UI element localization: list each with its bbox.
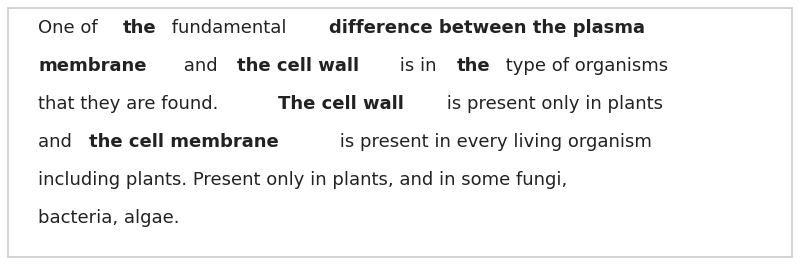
Text: is present in every living organism: is present in every living organism <box>334 133 652 151</box>
Text: and: and <box>38 133 78 151</box>
Text: type of organisms: type of organisms <box>500 57 668 75</box>
Text: fundamental: fundamental <box>166 19 292 37</box>
Text: including plants. Present only in plants, and in some fungi,: including plants. Present only in plants… <box>38 171 567 189</box>
Text: the: the <box>122 19 156 37</box>
Text: membrane: membrane <box>38 57 146 75</box>
Text: that they are found.: that they are found. <box>38 95 224 113</box>
Text: and: and <box>178 57 223 75</box>
Text: the: the <box>456 57 490 75</box>
Text: bacteria, algae.: bacteria, algae. <box>38 209 179 227</box>
Text: the cell wall: the cell wall <box>237 57 358 75</box>
Text: difference between the plasma: difference between the plasma <box>329 19 645 37</box>
Text: the cell membrane: the cell membrane <box>89 133 279 151</box>
FancyBboxPatch shape <box>8 8 792 257</box>
Text: One of: One of <box>38 19 103 37</box>
Text: is present only in plants: is present only in plants <box>441 95 662 113</box>
Text: The cell wall: The cell wall <box>278 95 404 113</box>
Text: is in: is in <box>394 57 442 75</box>
